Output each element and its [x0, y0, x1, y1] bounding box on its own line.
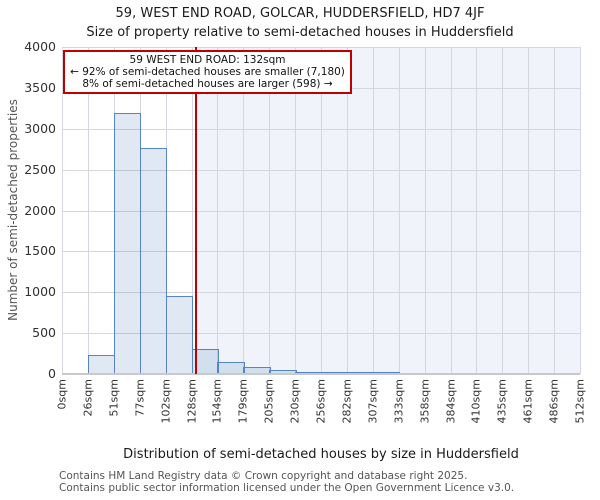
x-tick-label: 410sqm [469, 379, 483, 424]
y-tick-label: 500 [32, 325, 56, 341]
x-gridline [398, 47, 400, 374]
annotation-line-3: 8% of semi-detached houses are larger (5… [82, 78, 333, 90]
x-tick-label: 128sqm [185, 379, 198, 424]
x-gridline [243, 47, 245, 374]
y-tick-label: 2000 [24, 202, 56, 218]
property-size-marker-line [194, 47, 197, 374]
x-gridline [217, 47, 219, 374]
x-gridline [528, 47, 530, 374]
x-tick-label: 154sqm [210, 379, 224, 424]
x-tick-label: 461sqm [521, 379, 535, 424]
x-tick-label: 26sqm [81, 379, 95, 417]
y-tick-label: 1500 [24, 243, 56, 259]
x-tick-label: 282sqm [340, 379, 354, 424]
x-tick-label: 205sqm [262, 379, 276, 424]
x-gridline [321, 47, 322, 374]
x-gridline [502, 47, 504, 374]
x-tick-label: 102sqm [159, 379, 173, 424]
attribution-line-2: Contains public sector information licen… [59, 481, 515, 494]
x-tick-label: 77sqm [133, 379, 147, 417]
x-gridline [580, 47, 581, 374]
chart-subtitle: Size of property relative to semi-detach… [86, 25, 514, 40]
x-tick-label: 435sqm [495, 379, 509, 424]
plot-area [62, 47, 581, 375]
chart-title: 59, WEST END ROAD, GOLCAR, HUDDERSFIELD,… [115, 6, 485, 21]
histogram-bar [87, 355, 116, 374]
histogram-bar [139, 148, 168, 374]
x-gridline [476, 47, 478, 374]
x-tick-label: 0sqm [55, 379, 69, 410]
x-tick-label: 384sqm [444, 379, 457, 424]
x-gridline [424, 47, 426, 374]
x-tick-label: 512sqm [573, 379, 587, 424]
x-tick-label: 358sqm [418, 379, 432, 424]
x-axis-line [62, 373, 580, 375]
annotation-line-1: 59 WEST END ROAD: 132sqm [129, 54, 286, 66]
x-gridline [87, 47, 89, 374]
x-gridline [346, 47, 348, 374]
marker-annotation-box: 59 WEST END ROAD: 132sqm ← 92% of semi-d… [63, 50, 352, 94]
y-tick-label: 1000 [24, 284, 56, 300]
x-tick-label: 179sqm [236, 379, 250, 424]
y-tick-label: 3500 [24, 79, 56, 95]
x-gridline [269, 47, 271, 374]
x-tick-label: 230sqm [288, 379, 302, 424]
x-tick-label: 256sqm [314, 379, 328, 424]
x-tick-label: 333sqm [392, 379, 406, 424]
x-axis-title: Distribution of semi-detached houses by … [123, 447, 519, 462]
y-tick-label: 0 [48, 366, 56, 381]
x-tick-label: 486sqm [547, 379, 561, 424]
histogram-bar [113, 113, 142, 374]
x-gridline [295, 47, 297, 374]
x-gridline [372, 47, 374, 374]
x-gridline [62, 47, 63, 374]
x-tick-label: 307sqm [366, 379, 380, 424]
x-gridline [554, 47, 556, 374]
y-tick-label: 4000 [24, 39, 56, 54]
x-tick-label: 51sqm [107, 379, 121, 417]
histogram-bar [165, 296, 193, 374]
attribution-footer: Contains HM Land Registry data © Crown c… [59, 470, 599, 494]
annotation-line-2: ← 92% of semi-detached houses are smalle… [70, 66, 345, 78]
attribution-line-1: Contains HM Land Registry data © Crown c… [59, 470, 468, 482]
x-gridline [450, 47, 452, 374]
y-tick-label: 2500 [24, 161, 56, 177]
y-tick-label: 3000 [24, 120, 56, 136]
x-gridline [191, 47, 193, 374]
